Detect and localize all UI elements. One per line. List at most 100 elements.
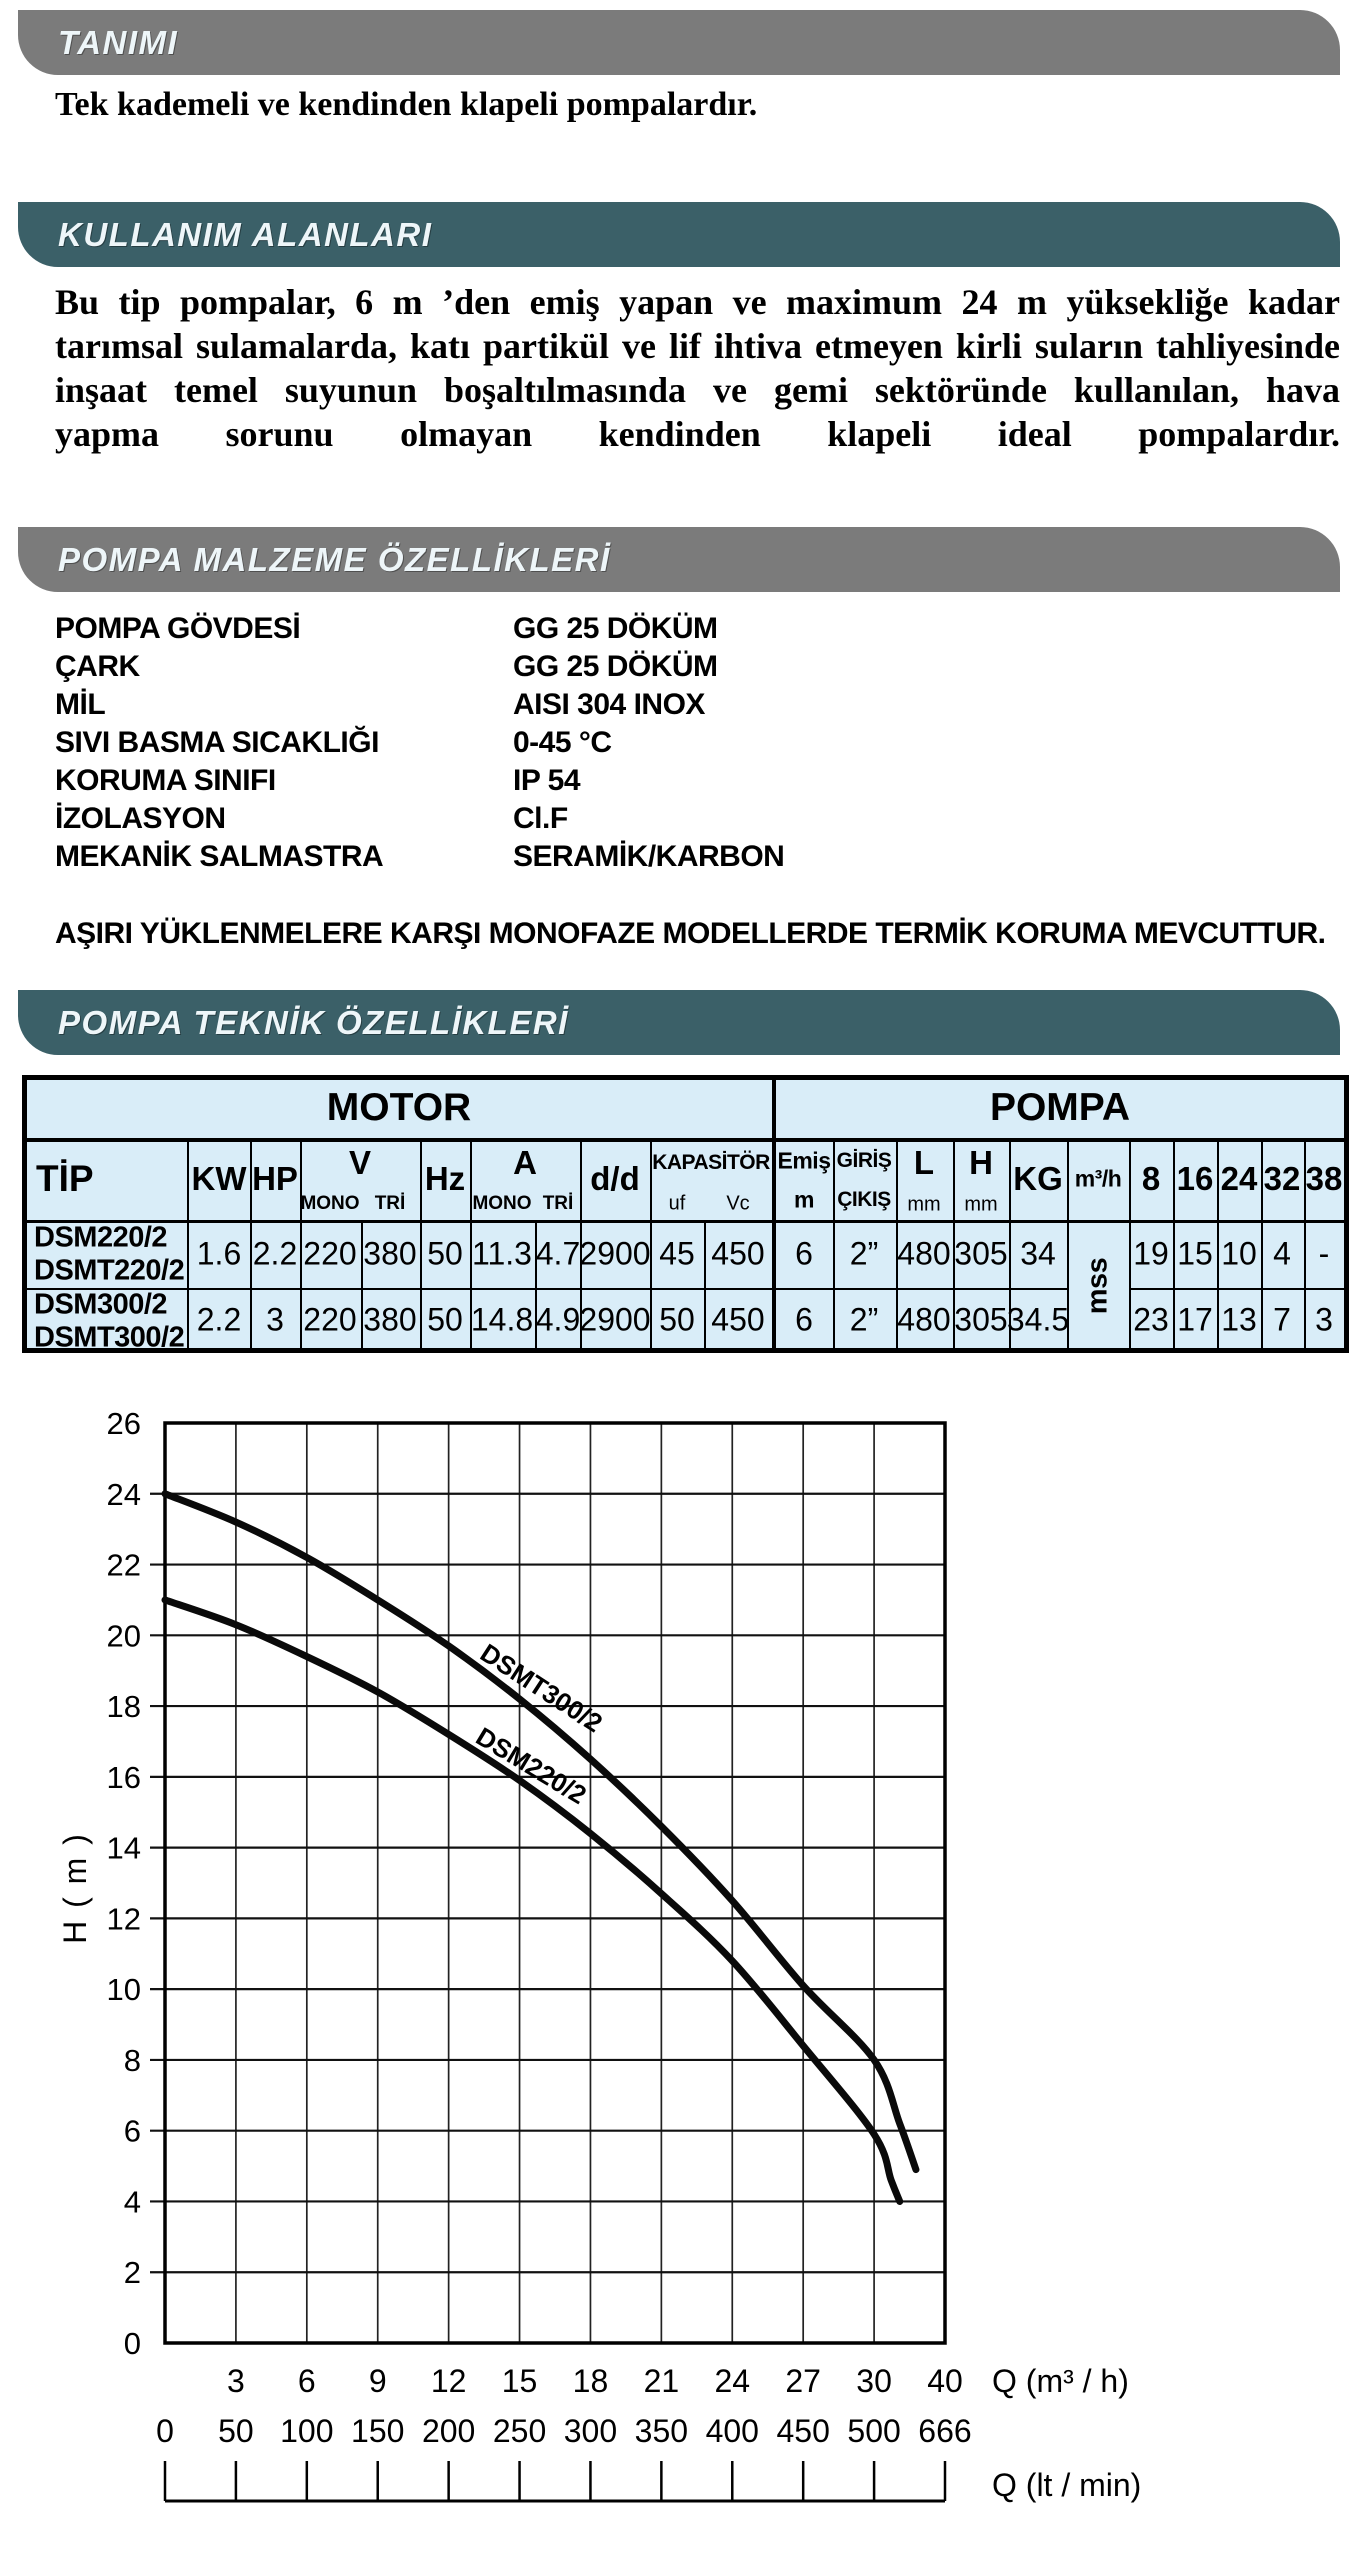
section-title-teknik: POMPA TEKNİK ÖZELLİKLERİ: [58, 1003, 569, 1041]
section-banner-kullanim: KULLANIM ALANLARI: [18, 202, 1340, 267]
section-banner-malzeme: POMPA MALZEME ÖZELLİKLERİ: [18, 527, 1340, 592]
x-tick-ltmin: 50: [218, 2413, 254, 2449]
row2-v-mono: 220: [303, 1301, 357, 1338]
spec-label: MİL: [55, 688, 106, 721]
x-tick-m3h: 24: [714, 2363, 750, 2399]
technical-spec-table: MOTOR POMPA TİP KW HP V MONO TRİ Hz A MO…: [22, 1075, 1349, 1354]
col-header-a: A: [513, 1144, 537, 1181]
row1-uf: 45: [659, 1235, 695, 1272]
x-tick-ltmin: 150: [351, 2413, 404, 2449]
row1-head-32: 4: [1273, 1235, 1291, 1272]
row2-head-16: 17: [1177, 1301, 1213, 1338]
usage-line-1: Bu tip pompalar, 6 m ’den emiş yapan ve …: [55, 282, 1340, 322]
row2-kg: 34.5: [1006, 1301, 1070, 1338]
col-header-hz: Hz: [424, 1160, 466, 1197]
col-header-kapasitor: KAPASİTÖR: [652, 1151, 770, 1174]
y-tick-label: 22: [107, 1548, 141, 1583]
row2-tip-line1: DSM300/2: [34, 1288, 168, 1321]
col-header-q32: 32: [1263, 1160, 1301, 1197]
table-border: [22, 1348, 1349, 1353]
x-tick-m3h: 27: [785, 2363, 821, 2399]
pump-curve-chart: 0 2 4 6 8 10 12 14 16 18 20 22 24 26 H ( m ) 3 6 9 12 15 18 2…: [0, 1380, 1365, 2552]
spec-row: ÇARK GG 25 DÖKÜM: [55, 650, 1055, 688]
col-header-vc: Vc: [726, 1192, 750, 1215]
row1-head-16: 15: [1177, 1235, 1213, 1272]
row1-head-24: 10: [1221, 1235, 1257, 1272]
x-tick-ltmin: 400: [706, 2413, 759, 2449]
x-axis-title-ltmin: Q (lt / min): [992, 2467, 1141, 2503]
col-header-cikis: ÇIKIŞ: [837, 1188, 891, 1211]
table-rule: [953, 1138, 955, 1353]
table-rule: [250, 1138, 252, 1353]
row2-head-32: 7: [1273, 1301, 1291, 1338]
y-tick-label: 10: [107, 1972, 141, 2007]
x-tick-ltmin: 666: [918, 2413, 971, 2449]
section-title-malzeme: POMPA MALZEME ÖZELLİKLERİ: [58, 540, 611, 578]
table-group-pompa: POMPA: [989, 1086, 1131, 1129]
row1-dd: 2900: [579, 1235, 651, 1272]
col-header-emis-m: m: [794, 1186, 814, 1213]
col-header-v-mono: MONO: [300, 1193, 360, 1214]
x-tick-m3h: 15: [502, 2363, 538, 2399]
spec-label: SIVI BASMA SICAKLIĞI: [55, 726, 379, 759]
row1-v-tri: 380: [363, 1235, 417, 1272]
curve-label-DSM220/2: DSM220/2: [471, 1721, 592, 1810]
x-tick-m3h: 12: [431, 2363, 467, 2399]
table-rule: [1129, 1138, 1131, 1353]
table-rule: [1217, 1138, 1219, 1353]
table-group-motor: MOTOR: [326, 1086, 472, 1129]
col-header-kg: KG: [1013, 1160, 1063, 1197]
y-axis-title: H ( m ): [57, 1832, 93, 1944]
y-tick-label: 24: [107, 1477, 141, 1512]
plot-border: [163, 1421, 947, 2345]
x-tick-m3h: 3: [227, 2363, 245, 2399]
row1-tip-line1: DSM220/2: [34, 1221, 168, 1254]
col-header-giris: GİRİŞ: [836, 1149, 892, 1172]
table-border: [22, 1075, 1349, 1080]
y-tick-label: 0: [124, 2326, 141, 2361]
col-header-dd: d/d: [590, 1160, 640, 1197]
x-axis-title-m3h: Q (m³ / h): [992, 2363, 1129, 2399]
y-tick-label: 18: [107, 1689, 141, 1724]
y-tick-label: 6: [124, 2114, 141, 2149]
usage-line-4: yapma sorunu olmayan kendinden klapeli i…: [55, 414, 1340, 454]
material-spec-list: POMPA GÖVDESİ GG 25 DÖKÜM ÇARK GG 25 DÖKÜM…: [55, 612, 1055, 878]
row1-hz: 50: [427, 1235, 463, 1272]
usage-line-2: tarımsal sulamalarda, katı partikül ve l…: [55, 326, 1340, 366]
y-tick-label: 20: [107, 1618, 141, 1653]
spec-value: GG 25 DÖKÜM: [513, 612, 718, 645]
x-tick-ltmin: 300: [564, 2413, 617, 2449]
row2-head-38: 3: [1315, 1301, 1333, 1338]
table-rule: [22, 1138, 1349, 1142]
row1-vc: 450: [711, 1235, 765, 1272]
col-header-v: V: [348, 1144, 372, 1181]
row1-a-mono: 11.3: [472, 1235, 532, 1272]
pump-curve-DSM220/2: [161, 1596, 904, 2205]
row1-v-mono: 220: [303, 1235, 357, 1272]
spec-value: SERAMİK/KARBON: [513, 840, 785, 873]
x-tick-ltmin: 450: [776, 2413, 829, 2449]
row2-giris-cikis: 2”: [849, 1301, 879, 1338]
col-header-kw: KW: [191, 1160, 247, 1197]
section-title-kullanim: KULLANIM ALANLARI: [58, 215, 433, 253]
row1-hp: 2.2: [252, 1235, 298, 1272]
table-rule: [420, 1138, 422, 1353]
y-tick-label: 14: [107, 1831, 141, 1866]
table-rule: [1304, 1138, 1306, 1353]
spec-row: POMPA GÖVDESİ GG 25 DÖKÜM: [55, 612, 1055, 650]
spec-label: KORUMA SINIFI: [55, 764, 276, 797]
row2-hz: 50: [427, 1301, 463, 1338]
row1-a-tri: 4.7: [535, 1235, 581, 1272]
spec-value: AISI 304 INOX: [513, 688, 705, 721]
y-tick-label: 2: [124, 2255, 141, 2290]
table-rule: [1173, 1138, 1175, 1353]
x-tick-m3h: 40: [927, 2363, 963, 2399]
col-header-v-tri: TRİ: [374, 1193, 406, 1214]
definition-text: Tek kademeli ve kendinden klapeli pompal…: [55, 86, 758, 123]
row2-tip-line2: DSMT300/2: [34, 1321, 185, 1354]
row1-emis: 6: [795, 1235, 813, 1272]
section-banner-teknik: POMPA TEKNİK ÖZELLİKLERİ: [18, 990, 1340, 1055]
col-header-h-mm: mm: [964, 1193, 998, 1216]
col-header-q16: 16: [1176, 1160, 1214, 1197]
